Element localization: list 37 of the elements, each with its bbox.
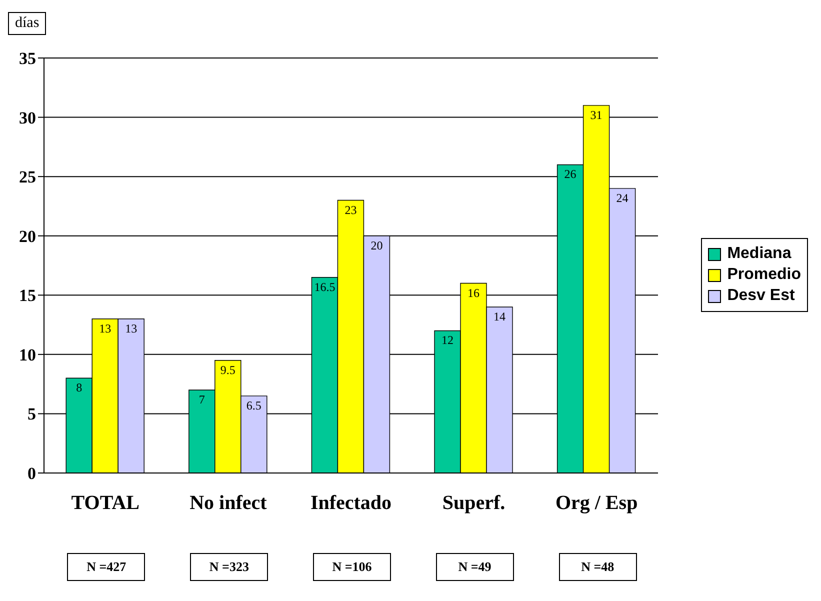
y-tick-label: 35 xyxy=(19,49,36,68)
data-label: 8 xyxy=(76,380,82,395)
x-tick-label: Infectado xyxy=(310,492,392,514)
data-label: 12 xyxy=(442,333,454,348)
text: N =48 xyxy=(558,553,637,581)
y-axis-title: días xyxy=(8,12,46,35)
x-tick-label: Superf. xyxy=(442,492,506,514)
data-label: 13 xyxy=(125,321,138,336)
data-label: 26 xyxy=(564,167,576,182)
x-tick-label: Org / Esp xyxy=(555,492,638,514)
data-label: 31 xyxy=(590,108,602,122)
data-label: 23 xyxy=(344,202,357,217)
data-label: 16.5 xyxy=(314,280,336,294)
data-label: 24 xyxy=(616,190,628,205)
x-tick-label: TOTAL xyxy=(71,492,140,514)
y-tick-label: 10 xyxy=(19,345,36,364)
y-tick-label: 25 xyxy=(19,168,36,187)
legend-label: Mediana xyxy=(726,245,792,263)
data-label: 13 xyxy=(99,321,112,336)
text: N =106 xyxy=(313,553,391,581)
y-tick-label: 20 xyxy=(19,226,36,246)
data-label: 7 xyxy=(198,392,205,407)
text: N =49 xyxy=(436,553,514,581)
legend-label: Desv Est xyxy=(726,287,796,305)
data-label: 20 xyxy=(370,238,383,252)
y-tick-label: 15 xyxy=(19,286,36,306)
data-label: 6.5 xyxy=(246,398,262,412)
text: N =427 xyxy=(67,553,146,581)
y-tick-label: 5 xyxy=(28,404,36,424)
data-label: 14 xyxy=(494,310,506,324)
data-label: 16 xyxy=(468,286,480,300)
data-label: 9.5 xyxy=(220,362,236,377)
legend-label: Promedio xyxy=(726,266,801,284)
y-tick-label: 30 xyxy=(19,108,36,128)
text: N =323 xyxy=(190,553,268,581)
x-tick-label: No infect xyxy=(190,492,268,514)
y-tick-label: 0 xyxy=(28,464,36,484)
